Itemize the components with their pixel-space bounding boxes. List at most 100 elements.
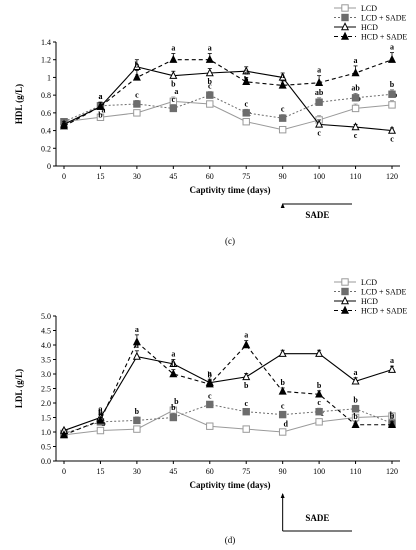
significance-label: a <box>98 92 102 101</box>
x-tick-label: 60 <box>206 467 214 476</box>
significance-label: ab <box>315 88 324 97</box>
data-point <box>206 91 214 99</box>
significance-label: c <box>208 392 212 401</box>
series-line <box>63 409 393 436</box>
series-hcd: babbbbccc <box>59 59 397 144</box>
data-point <box>242 118 250 126</box>
data-point <box>387 54 397 63</box>
data-point <box>387 125 397 134</box>
significance-label: a <box>135 325 139 334</box>
data-point <box>315 119 324 128</box>
x-tick-label: 120 <box>386 172 398 181</box>
y-tick-label: 1.0 <box>41 428 51 437</box>
data-point <box>388 412 396 420</box>
series-lcd-sade: bbbccccbb <box>60 392 396 438</box>
significance-label: a <box>354 368 358 377</box>
y-tick-label: 1.2 <box>41 56 51 65</box>
y-tick-label: 2.5 <box>41 385 51 394</box>
x-tick-label: 75 <box>242 467 250 476</box>
significance-label: b <box>353 412 358 421</box>
y-tick-label: 1.4 <box>41 38 51 47</box>
data-point <box>132 72 141 81</box>
series-line <box>63 353 393 432</box>
legend-marker <box>340 22 350 31</box>
x-tick-label: 120 <box>386 467 398 476</box>
data-point <box>205 68 214 77</box>
significance-label: b <box>390 412 395 421</box>
x-tick-label: 60 <box>206 172 214 181</box>
significance-label: a <box>174 87 178 96</box>
significance-label: c <box>208 82 212 91</box>
y-tick-label: 0 <box>47 162 51 171</box>
significance-label: b <box>135 407 140 416</box>
significance-label: a <box>317 66 321 75</box>
y-tick-label: 0.5 <box>41 443 51 452</box>
legend-marker <box>340 31 350 40</box>
legend-marker <box>340 305 350 314</box>
significance-label: c <box>244 399 248 408</box>
significance-label: ab <box>351 83 360 92</box>
significance-label: a <box>98 405 102 414</box>
data-point <box>387 419 397 428</box>
y-tick-label: 0.0 <box>41 457 51 466</box>
bracket-arrow <box>280 203 285 208</box>
data-point <box>278 410 287 419</box>
data-point <box>206 422 214 430</box>
data-point <box>96 415 105 424</box>
data-point <box>315 418 323 426</box>
series-line <box>63 93 393 123</box>
data-point <box>278 80 287 89</box>
legend-label: LCD + SADE <box>361 288 407 297</box>
x-tick-label: 0 <box>62 172 66 181</box>
data-point <box>278 348 287 357</box>
significance-label: a <box>101 106 105 115</box>
data-point <box>169 369 178 378</box>
bracket-arrow <box>280 493 285 498</box>
significance-label: c <box>317 128 321 137</box>
significance-label: a <box>98 92 102 101</box>
x-tick-label: 45 <box>169 172 177 181</box>
significance-label: b <box>390 410 395 419</box>
significance-label: d <box>283 420 288 429</box>
significance-label: a <box>390 43 394 52</box>
data-point <box>169 359 178 368</box>
sade-bracket: SADE <box>280 203 352 220</box>
data-point <box>242 109 250 117</box>
data-point <box>351 405 360 413</box>
data-point <box>242 425 250 433</box>
data-point <box>387 364 397 373</box>
data-point <box>351 122 360 131</box>
x-tick-label: 100 <box>313 172 325 181</box>
y-tick-label: 3.5 <box>41 356 51 365</box>
ldl-chart: 0.0 0.5 1.0 1.5 2.0 2.5 3.0 3.5 4.0 4.5 5.0 0 15 30 45… <box>14 278 407 545</box>
legend-marker <box>340 296 350 305</box>
data-point <box>315 408 323 416</box>
sade-bracket: SADE <box>280 493 352 532</box>
data-point <box>59 121 69 130</box>
y-tick-label: 3.0 <box>41 370 51 379</box>
data-point <box>206 100 214 108</box>
significance-label: a <box>244 331 248 340</box>
y-axis-title: LDL (g/L) <box>14 369 24 408</box>
y-tick-label: 2.0 <box>41 399 51 408</box>
data-point <box>169 70 178 79</box>
data-point <box>278 72 287 81</box>
x-tick-label: 90 <box>279 467 287 476</box>
significance-label: c <box>172 95 176 104</box>
series-line <box>63 59 393 127</box>
series-line <box>63 403 393 434</box>
data-point <box>351 94 360 102</box>
significance-label: c <box>317 398 321 407</box>
significance-label: b <box>171 360 176 369</box>
data-point <box>242 372 251 381</box>
data-point <box>351 376 360 385</box>
data-point <box>59 430 69 439</box>
significance-label: b <box>390 80 395 89</box>
data-point <box>169 54 178 63</box>
x-tick-label: 100 <box>313 467 325 476</box>
x-axis-title: Captivity time (days) <box>190 480 271 490</box>
legend-label: HCD <box>361 23 378 32</box>
legend-label: HCD + SADE <box>361 33 407 42</box>
